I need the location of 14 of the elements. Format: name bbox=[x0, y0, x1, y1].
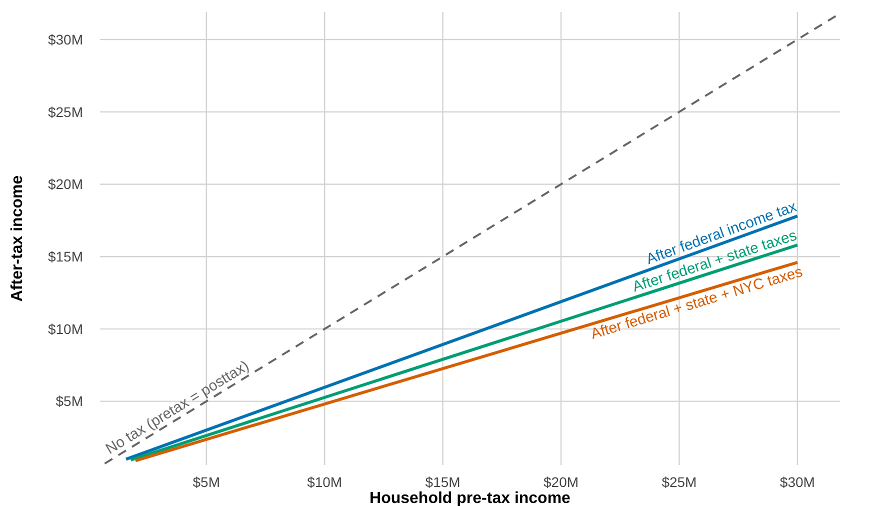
x-tick-label: $25M bbox=[662, 474, 697, 490]
x-tick-label: $10M bbox=[307, 474, 342, 490]
y-tick-label: $5M bbox=[56, 393, 83, 410]
y-tick-label: $30M bbox=[48, 31, 83, 48]
x-tick-label: $20M bbox=[544, 474, 579, 490]
y-axis-title: After-tax income bbox=[9, 175, 26, 302]
x-tick-label: $5M bbox=[192, 474, 220, 490]
y-tick-label: $25M bbox=[48, 104, 83, 120]
y-tick-label: $10M bbox=[48, 320, 83, 337]
x-tick-label: $30M bbox=[780, 474, 815, 490]
x-axis-title: Household pre-tax income bbox=[370, 490, 571, 506]
x-tick-label: $15M bbox=[425, 474, 460, 490]
y-tick-label: $20M bbox=[48, 176, 83, 192]
y-tick-label: $15M bbox=[48, 248, 83, 264]
